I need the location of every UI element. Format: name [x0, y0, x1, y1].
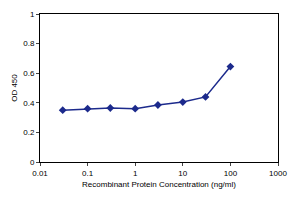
svg-text:1: 1: [133, 169, 138, 178]
svg-text:100: 100: [224, 169, 238, 178]
svg-text:0.8: 0.8: [23, 39, 35, 48]
svg-text:0.2: 0.2: [23, 128, 35, 137]
svg-text:1000: 1000: [269, 169, 287, 178]
svg-text:OD 450: OD 450: [10, 74, 19, 102]
svg-text:0.1: 0.1: [82, 169, 94, 178]
svg-text:0.01: 0.01: [32, 169, 48, 178]
svg-text:0: 0: [30, 158, 35, 167]
svg-text:10: 10: [178, 169, 187, 178]
svg-text:0.6: 0.6: [23, 69, 35, 78]
svg-text:1: 1: [30, 10, 35, 19]
svg-text:0.4: 0.4: [23, 99, 35, 108]
svg-text:Recombinant Protein Concentrat: Recombinant Protein Concentration (ng/ml…: [82, 180, 236, 189]
